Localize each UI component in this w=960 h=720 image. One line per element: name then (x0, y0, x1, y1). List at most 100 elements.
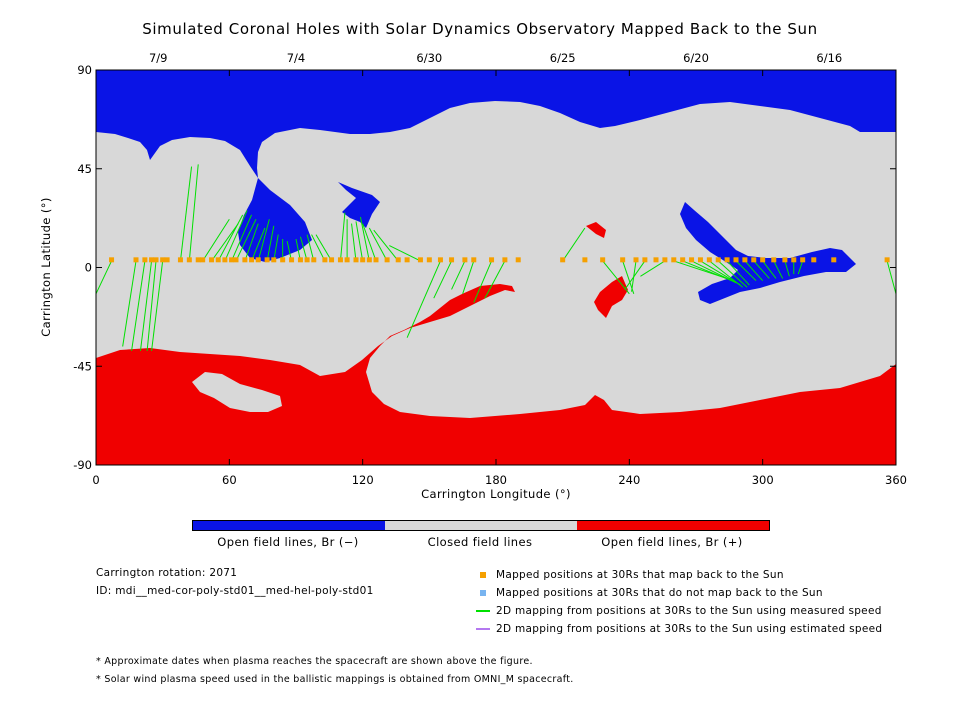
y-tick-label: -90 (73, 458, 92, 472)
mapping-line (726, 260, 750, 286)
y-tick-label: 0 (85, 261, 92, 275)
mapping-line (682, 260, 732, 282)
mapped-point (751, 257, 757, 263)
mapping-line (257, 219, 270, 262)
mapped-point (280, 257, 286, 263)
green-line-icon (476, 610, 490, 612)
x-tick-label: 240 (618, 473, 640, 487)
x-tick-label: 0 (92, 473, 99, 487)
mapped-point (215, 257, 221, 263)
mapped-point (109, 257, 115, 263)
mapped-point (582, 257, 588, 263)
mapping-line (315, 234, 332, 262)
mapped-point (417, 257, 423, 263)
south-coronal-hole (96, 284, 896, 465)
legend-item-mapped: Mapped positions at 30Rs that map back t… (476, 566, 916, 584)
mapped-point (373, 257, 379, 263)
mapped-point (782, 257, 788, 263)
mapping-line (709, 260, 743, 288)
positive-patch-a (586, 222, 606, 238)
mapping-line (624, 260, 646, 290)
mapped-point (471, 257, 477, 263)
mapped-point (177, 257, 183, 263)
mapped-point (264, 257, 270, 263)
mapped-point (353, 257, 359, 263)
mapped-point (222, 257, 228, 263)
mapping-line (139, 260, 153, 351)
mapped-point (742, 257, 748, 263)
mapping-line (339, 212, 346, 261)
y-tick-label: 45 (77, 162, 92, 176)
mapped-point (297, 257, 303, 263)
date-tick-label: 6/16 (816, 51, 842, 65)
mapped-point (515, 257, 521, 263)
mapped-point (653, 257, 659, 263)
mapped-point (502, 257, 508, 263)
negative-hole-west (238, 178, 312, 262)
mapped-positions (109, 257, 890, 263)
mapping-line (217, 214, 244, 262)
colorbar-label-negative: Open field lines, Br (−) (217, 535, 359, 549)
axis-ticks: 0 60 120 180 240 300 360 90 45 0 -45 -90 7/9 7/4 6/30 6… (73, 51, 907, 487)
note-dates: * Approximate dates when plasma reaches … (96, 656, 533, 667)
mapping-line (146, 260, 157, 351)
mapped-point (133, 257, 139, 263)
colorbar (192, 520, 770, 531)
mapped-point (715, 257, 721, 263)
mapping-line (131, 260, 146, 351)
positive-patch-b (594, 276, 628, 318)
mapping-line (473, 260, 493, 303)
mapped-point (437, 257, 443, 263)
mapping-line (235, 219, 257, 262)
mapping-line (700, 260, 741, 286)
negative-hole-center (338, 182, 380, 228)
mapped-point (384, 257, 390, 263)
mapping-line (179, 166, 193, 261)
date-tick-label: 6/20 (683, 51, 709, 65)
legend-label: 2D mapping from positions at 30Rs to the… (496, 605, 882, 617)
mapped-point (195, 257, 201, 263)
mapped-point (620, 257, 626, 263)
mapping-line (484, 260, 506, 299)
mapped-point (462, 257, 468, 263)
mapped-point (791, 257, 797, 263)
colorbar-label-closed: Closed field lines (427, 535, 533, 549)
colorbar-positive (577, 521, 769, 530)
mapped-point (489, 257, 495, 263)
mapping-line (744, 260, 764, 282)
mapped-point (771, 257, 777, 263)
mapped-point (322, 257, 328, 263)
legend-item-unmapped: Mapped positions at 30Rs that do not map… (476, 584, 916, 602)
mapped-point (149, 257, 155, 263)
mapped-point (344, 257, 350, 263)
legend-item-measured: 2D mapping from positions at 30Rs to the… (476, 602, 916, 620)
mapped-point (249, 257, 255, 263)
mapped-point (395, 257, 401, 263)
mapping-line (362, 223, 377, 262)
legend-label: Mapped positions at 30Rs that map back t… (496, 569, 784, 581)
mapping-line (311, 234, 326, 262)
x-tick-label: 360 (885, 473, 907, 487)
mapped-point (142, 257, 148, 263)
mapping-line (886, 260, 897, 294)
mapped-point (366, 257, 372, 263)
mapping-line (797, 260, 804, 275)
closed-island (192, 372, 282, 412)
mapping-line (295, 238, 301, 262)
mapping-line (762, 260, 777, 279)
mapped-point (449, 257, 455, 263)
mapping-line (389, 245, 421, 262)
mapped-point (642, 257, 648, 263)
colorbar-closed (385, 521, 577, 530)
mapped-point (404, 257, 410, 263)
chart-title: Simulated Coronal Holes with Solar Dynam… (142, 20, 818, 38)
legend-item-estimated: 2D mapping from positions at 30Rs to the… (476, 620, 916, 638)
mapping-line (406, 260, 441, 338)
legend-label: 2D mapping from positions at 30Rs to the… (496, 623, 883, 635)
mapping-line (691, 260, 737, 284)
mapping-line (451, 260, 466, 290)
mapped-point (209, 257, 215, 263)
mapped-point (706, 257, 712, 263)
mapping-line (122, 260, 137, 347)
